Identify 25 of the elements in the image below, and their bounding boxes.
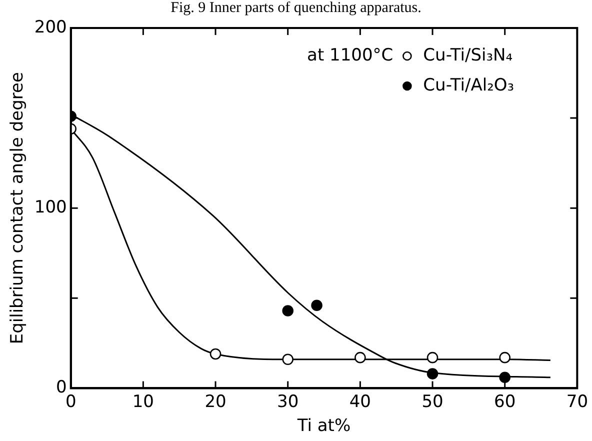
point <box>354 352 366 364</box>
legend-label: Cu-Ti/Al₂O₃ <box>423 75 514 96</box>
x-tick-label: 60 <box>494 392 516 412</box>
point <box>426 368 438 380</box>
legend-title: at 1100°C <box>307 45 394 66</box>
point <box>210 348 222 360</box>
x-tick-label: 70 <box>566 392 588 412</box>
y-tick-label: 100 <box>34 198 67 218</box>
x-tick-label: 20 <box>204 392 226 412</box>
y-tick-label: 0 <box>56 378 67 398</box>
caption: Fig. 9 Inner parts of quenching apparatus. <box>170 0 422 16</box>
point <box>426 352 438 364</box>
legend-label: Cu-Ti/Si₃N₄ <box>423 45 513 66</box>
x-tick-label: 10 <box>132 392 154 412</box>
x-tick-label: 50 <box>422 392 444 412</box>
y-axis-title: Eqilibrium contact angle degree <box>8 72 28 344</box>
point <box>499 372 510 384</box>
x-tick-label: 30 <box>277 392 299 412</box>
x-axis-title: Ti at% <box>296 416 351 436</box>
point <box>499 352 510 364</box>
point <box>311 300 322 312</box>
point <box>282 305 294 316</box>
y-tick-label: 200 <box>34 17 67 38</box>
x-tick-label: 40 <box>349 392 372 412</box>
point <box>282 354 294 366</box>
